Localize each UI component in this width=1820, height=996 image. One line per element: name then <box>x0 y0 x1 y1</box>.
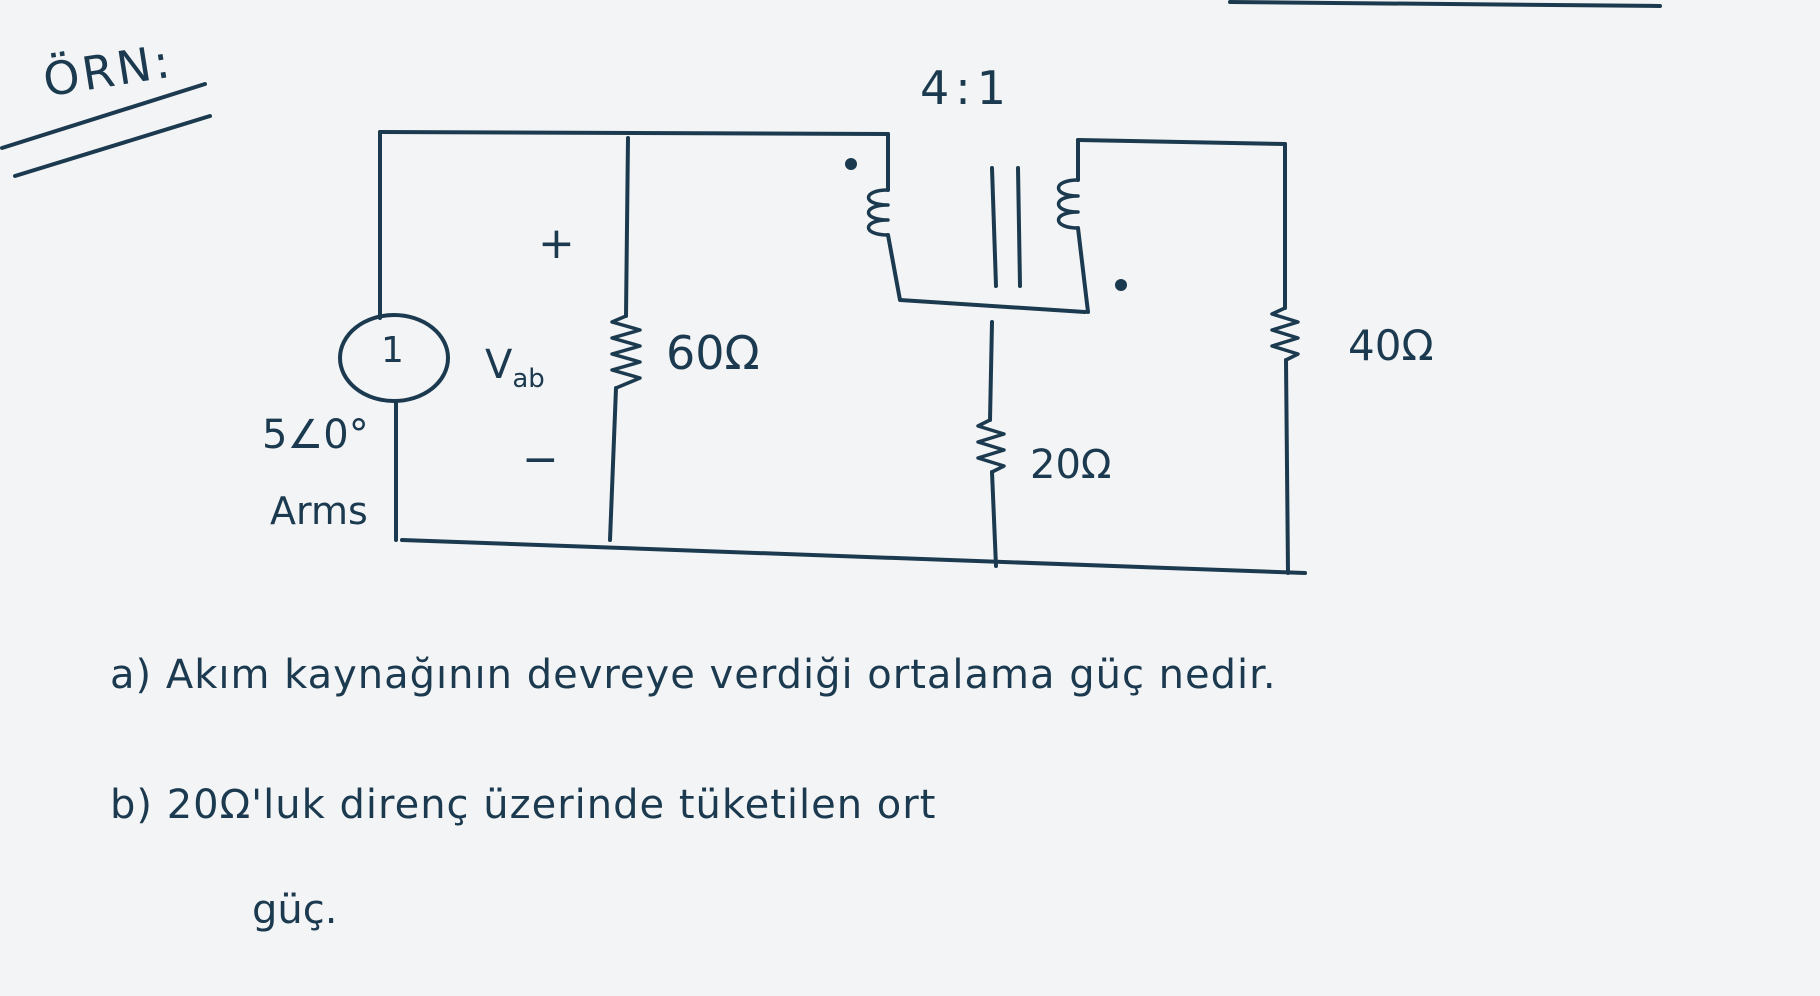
question-b-continued: güç. <box>252 887 338 933</box>
primary-coil <box>866 188 890 237</box>
core-line-2 <box>1016 166 1022 288</box>
current-source-value: 5∠0° <box>262 412 369 458</box>
voltage-label: Vab <box>485 345 545 392</box>
question-a: a) Akım kaynağının devreye verdiği ortal… <box>110 652 1277 698</box>
voltage-name: V <box>485 342 513 388</box>
secondary-coil <box>1056 178 1080 230</box>
primary-dot <box>845 158 857 170</box>
wire-bottom <box>400 538 1307 575</box>
current-source-number: 1 <box>381 330 404 371</box>
wire-20-bottom <box>990 470 998 568</box>
core-line-1 <box>990 166 998 288</box>
question-b: b) 20Ω'luk direnç üzerinde tüketilen ort <box>110 782 937 828</box>
wire-top-left <box>378 130 890 136</box>
resistor-60-label: 60Ω <box>666 326 760 380</box>
resistor-40-zigzag <box>1270 306 1300 362</box>
secondary-dot <box>1115 279 1127 291</box>
wire-60-top <box>624 136 630 318</box>
wire-primary-bottom <box>886 233 1087 314</box>
voltage-subscript: ab <box>512 364 545 394</box>
wire-40-bottom <box>1284 358 1290 575</box>
title-underline-2 <box>13 114 212 178</box>
current-source-circle <box>338 313 450 403</box>
transformer-ratio: 4:1 <box>920 61 1013 115</box>
wire-60-bottom <box>608 386 618 542</box>
wire-secondary-bottom <box>1076 226 1090 314</box>
wire-top-right <box>1076 138 1287 146</box>
title-underline-1 <box>0 82 207 150</box>
resistor-20-label: 20Ω <box>1030 442 1112 488</box>
resistor-60-zigzag <box>610 314 642 390</box>
voltage-minus: − <box>522 434 559 485</box>
resistor-40-label: 40Ω <box>1348 321 1434 370</box>
board-edge-line <box>1228 0 1662 8</box>
resistor-20-zigzag <box>976 418 1006 474</box>
voltage-plus: + <box>538 218 575 269</box>
current-source-unit: Arms <box>270 489 368 533</box>
wire-20-top <box>988 320 994 422</box>
